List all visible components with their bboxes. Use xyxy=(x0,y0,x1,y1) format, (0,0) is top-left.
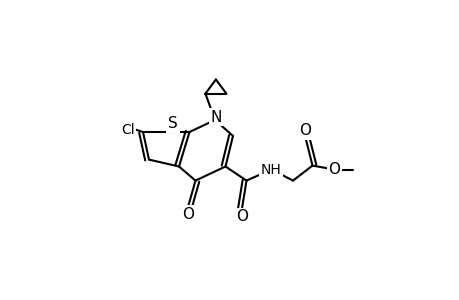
Text: O: O xyxy=(299,123,311,138)
Text: S: S xyxy=(168,116,178,131)
Text: O: O xyxy=(182,207,194,222)
Text: N: N xyxy=(210,110,221,124)
Text: Cl: Cl xyxy=(121,123,134,136)
Text: O: O xyxy=(235,209,247,224)
Text: NH: NH xyxy=(260,163,281,176)
Text: O: O xyxy=(328,162,340,177)
